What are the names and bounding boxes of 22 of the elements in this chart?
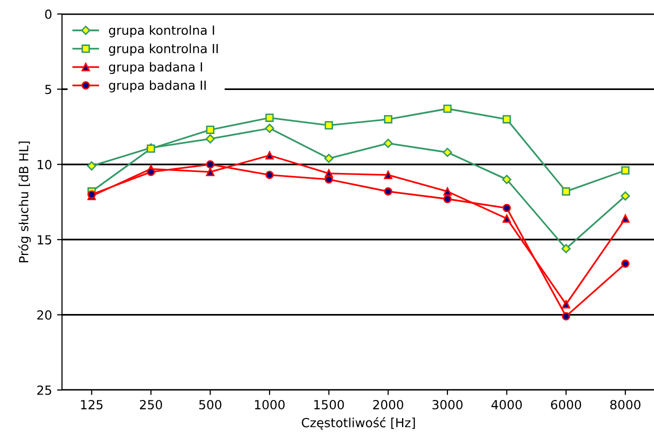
x-tick-label: 500 [199,400,222,410]
x-tick-label: 8000 [610,400,640,410]
y-tick-label: 20 [37,310,52,320]
y-tick-label: 5 [45,84,52,94]
y-tick-label: 10 [38,160,52,170]
x-tick-label: 6000 [551,400,582,410]
x-tick-label: 125 [81,400,102,410]
legend-label: grupa badana I [108,62,202,74]
y-tick-label: 15 [38,235,52,245]
x-tick-label: 1000 [255,400,285,410]
y-tick-label: 0 [45,9,52,19]
x-tick-label: 1500 [314,400,344,410]
y-tick-label: 25 [37,385,52,395]
x-axis-title: Częstotliwość [Hz] [302,417,415,430]
x-tick-label: 4000 [491,400,522,410]
legend-label: grupa kontrolna I [108,25,214,38]
legend-label: grupa kontrolna II [108,44,218,56]
x-tick-label: 250 [140,400,162,410]
legend-label: grupa badana II [108,80,206,92]
x-tick-label: 3000 [432,400,463,410]
y-axis-title: Próg słuchu [dB HL] [18,142,31,262]
x-tick-label: 2000 [373,400,404,410]
